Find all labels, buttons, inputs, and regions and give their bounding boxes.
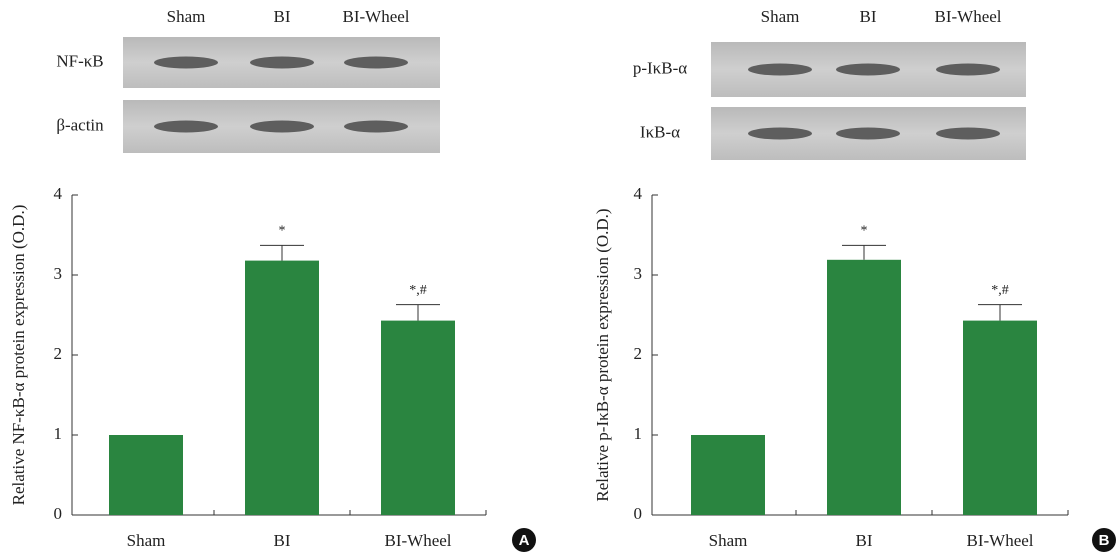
bar — [827, 260, 901, 515]
blot-band — [154, 121, 218, 133]
blot-lane-label: BI — [860, 7, 877, 26]
bar — [963, 321, 1037, 515]
y-tick-label: 0 — [634, 504, 643, 523]
significance-mark: * — [279, 224, 286, 239]
blot-lane-label: BI-Wheel — [342, 7, 409, 26]
x-tick-label: BI — [856, 531, 873, 550]
bar — [691, 435, 765, 515]
blot-band — [344, 57, 408, 69]
blot-band — [836, 64, 900, 76]
y-tick-label: 2 — [54, 344, 63, 363]
blot-row-label: IκB-α — [640, 122, 680, 141]
error-bar — [260, 245, 304, 260]
blot-band — [250, 57, 314, 69]
bar — [381, 321, 455, 515]
blot-lane-label: BI — [274, 7, 291, 26]
y-tick-label: 2 — [634, 344, 643, 363]
blot-row-label: p-IκB-α — [633, 58, 687, 77]
error-bar — [978, 305, 1022, 321]
blot-row-label: NF-κB — [56, 51, 103, 70]
figure: Sham BI BI-Wheel NF-κB β-actin 0 1 2 3 4 Relative … — [0, 0, 1120, 553]
significance-mark: *,# — [409, 283, 427, 298]
bar — [245, 261, 319, 515]
y-tick-label: 4 — [54, 184, 63, 203]
y-tick-label: 0 — [54, 504, 63, 523]
error-bar — [842, 245, 886, 259]
blot-band — [748, 128, 812, 140]
y-axis-label: Relative NF-κB-α protein expression (O.D… — [9, 205, 28, 506]
blot-row-label: β-actin — [56, 115, 104, 134]
y-tick-label: 1 — [634, 424, 643, 443]
error-bar — [396, 305, 440, 321]
x-tick-label: BI — [274, 531, 291, 550]
blot-band — [344, 121, 408, 133]
blot-band — [748, 64, 812, 76]
significance-mark: *,# — [991, 283, 1009, 298]
blot-band — [154, 57, 218, 69]
blot-band — [250, 121, 314, 133]
blot-band — [936, 64, 1000, 76]
x-tick-label: BI-Wheel — [384, 531, 451, 550]
y-axis-label: Relative p-IκB-α protein expression (O.D… — [593, 208, 612, 501]
blot-lane-label: Sham — [167, 7, 206, 26]
blot-band — [936, 128, 1000, 140]
significance-mark: * — [861, 224, 868, 239]
blot-lane-label: BI-Wheel — [934, 7, 1001, 26]
blot-lane-label: Sham — [761, 7, 800, 26]
y-tick-label: 1 — [54, 424, 63, 443]
x-tick-label: Sham — [127, 531, 166, 550]
blot-band — [836, 128, 900, 140]
y-tick-label: 4 — [634, 184, 643, 203]
y-tick-label: 3 — [54, 264, 63, 283]
panel-label: B — [1099, 532, 1110, 549]
panel-label: A — [519, 532, 530, 549]
bar — [109, 435, 183, 515]
x-tick-label: BI-Wheel — [966, 531, 1033, 550]
y-tick-label: 3 — [634, 264, 643, 283]
x-tick-label: Sham — [709, 531, 748, 550]
